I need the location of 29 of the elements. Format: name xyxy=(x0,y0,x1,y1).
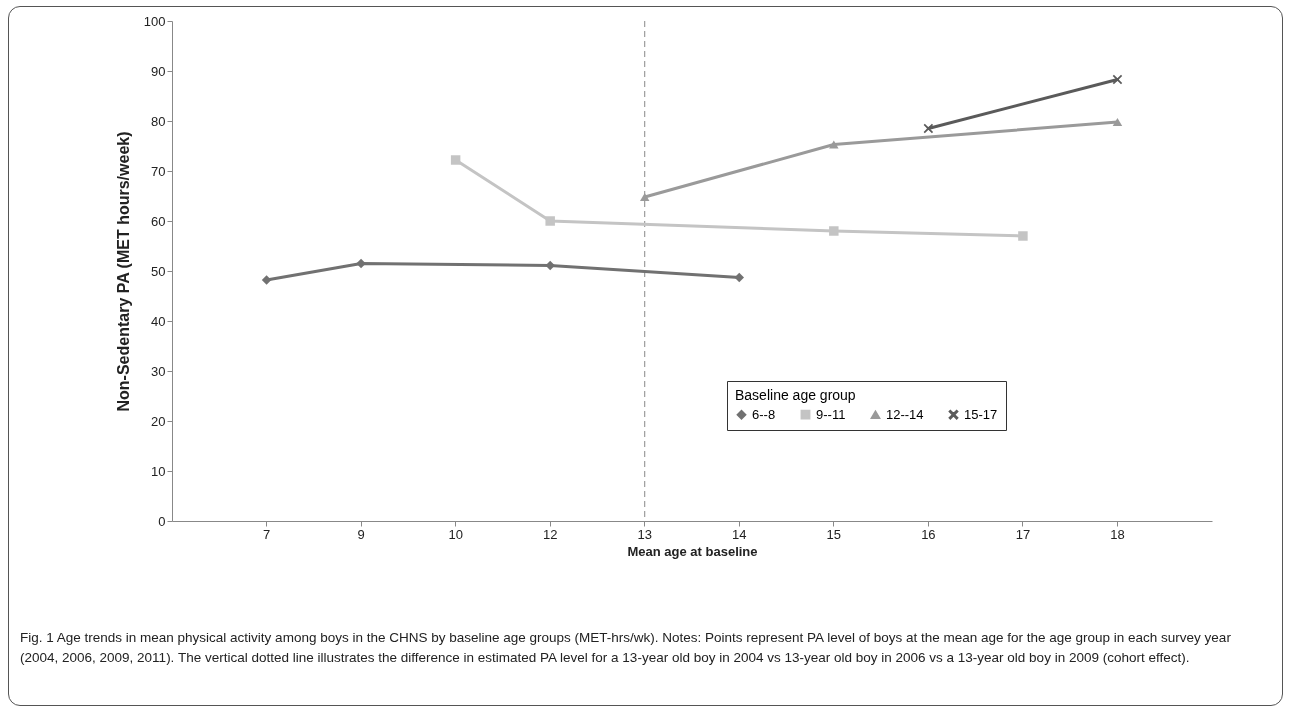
x-tick-label: 15 xyxy=(826,526,842,542)
legend-label: 12--14 xyxy=(886,406,924,422)
x-tick-label: 9 xyxy=(357,526,365,542)
x-axis-title: Mean age at baseline xyxy=(627,543,758,559)
y-tick-label: 30 xyxy=(151,363,166,379)
x-tick-label: 13 xyxy=(637,526,652,542)
y-tick-label: 70 xyxy=(151,163,166,179)
legend-label: 6--8 xyxy=(752,406,776,422)
y-tick-label: 60 xyxy=(151,213,166,229)
x-tick-label: 17 xyxy=(1015,526,1031,542)
x-tick-label: 12 xyxy=(542,526,558,542)
y-tick-label: 80 xyxy=(151,113,166,129)
x-tick-label: 7 xyxy=(262,526,271,542)
x-tick-label: 16 xyxy=(921,526,936,542)
x-tick-label: 10 xyxy=(448,526,463,542)
legend-label: 9--11 xyxy=(816,406,846,422)
x-tick-label: 18 xyxy=(1110,526,1125,542)
y-tick-label: 0 xyxy=(158,513,166,529)
legend-title: Baseline age group xyxy=(735,387,856,403)
y-tick-label: 100 xyxy=(143,13,166,29)
y-tick-label: 90 xyxy=(151,63,166,79)
y-tick-label: 10 xyxy=(151,463,166,479)
x-tick-label: 14 xyxy=(732,526,747,542)
y-axis-title: Non-Sedentary PA (MET hours/week) xyxy=(114,131,132,412)
y-tick-label: 20 xyxy=(151,413,166,429)
legend-label: 15-17 xyxy=(964,406,998,422)
y-tick-label: 40 xyxy=(151,313,166,329)
y-tick-label: 50 xyxy=(151,263,166,279)
caption: Fig. 1 Age trends in mean physical activity among boys in the CHNS by baseline age groups (MET-hrs/wk). Notes: Points represent PA level of boys at the mean age for the age group in each survey year (2004, 2006, 2009, 2011). The vertical dotted line illustrates the difference in estimated PA level for a 13-year old boy in 2004 vs 13-year old boy in 2006 vs a 13-year old boy in 2009 (cohort effect). xyxy=(20,629,1232,667)
